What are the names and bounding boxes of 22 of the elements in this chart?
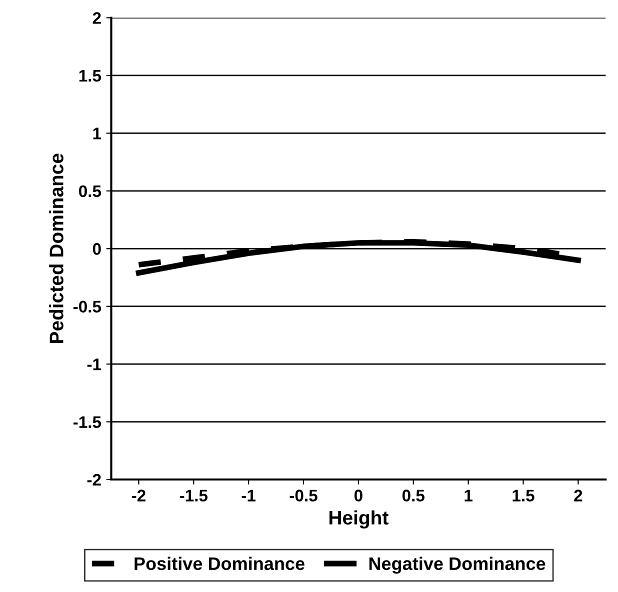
y-tick-label: 1 <box>93 128 102 140</box>
x-tick-label: -0.5 <box>290 490 318 502</box>
x-tick-label: 1.5 <box>512 490 534 502</box>
y-tick-label: -1.5 <box>73 416 102 428</box>
x-tick-label: 0 <box>354 490 362 502</box>
x-tick-label: 1 <box>464 490 472 502</box>
y-tick-label: 2 <box>92 12 101 24</box>
x-tick-label: 2 <box>574 490 582 502</box>
legend-label: Negative Dominance <box>369 556 546 574</box>
x-tick-label: -2 <box>132 490 146 502</box>
y-tick-label: 0.5 <box>79 185 102 198</box>
x-tick-label: 0.5 <box>402 490 424 502</box>
legend-label: Positive Dominance <box>134 556 304 570</box>
y-tick-label: -0.5 <box>73 300 102 313</box>
y-tick-label: -1 <box>87 358 102 370</box>
y-axis-title: Pedicted Dominance <box>49 154 64 343</box>
y-tick-label: 0 <box>92 243 101 255</box>
x-axis-title: Height <box>330 510 388 529</box>
x-tick-label: -1 <box>242 490 256 502</box>
y-tick-label: 1.5 <box>79 70 102 82</box>
x-tick-label: -1.5 <box>180 490 208 502</box>
y-tick-label: -2 <box>87 474 101 486</box>
